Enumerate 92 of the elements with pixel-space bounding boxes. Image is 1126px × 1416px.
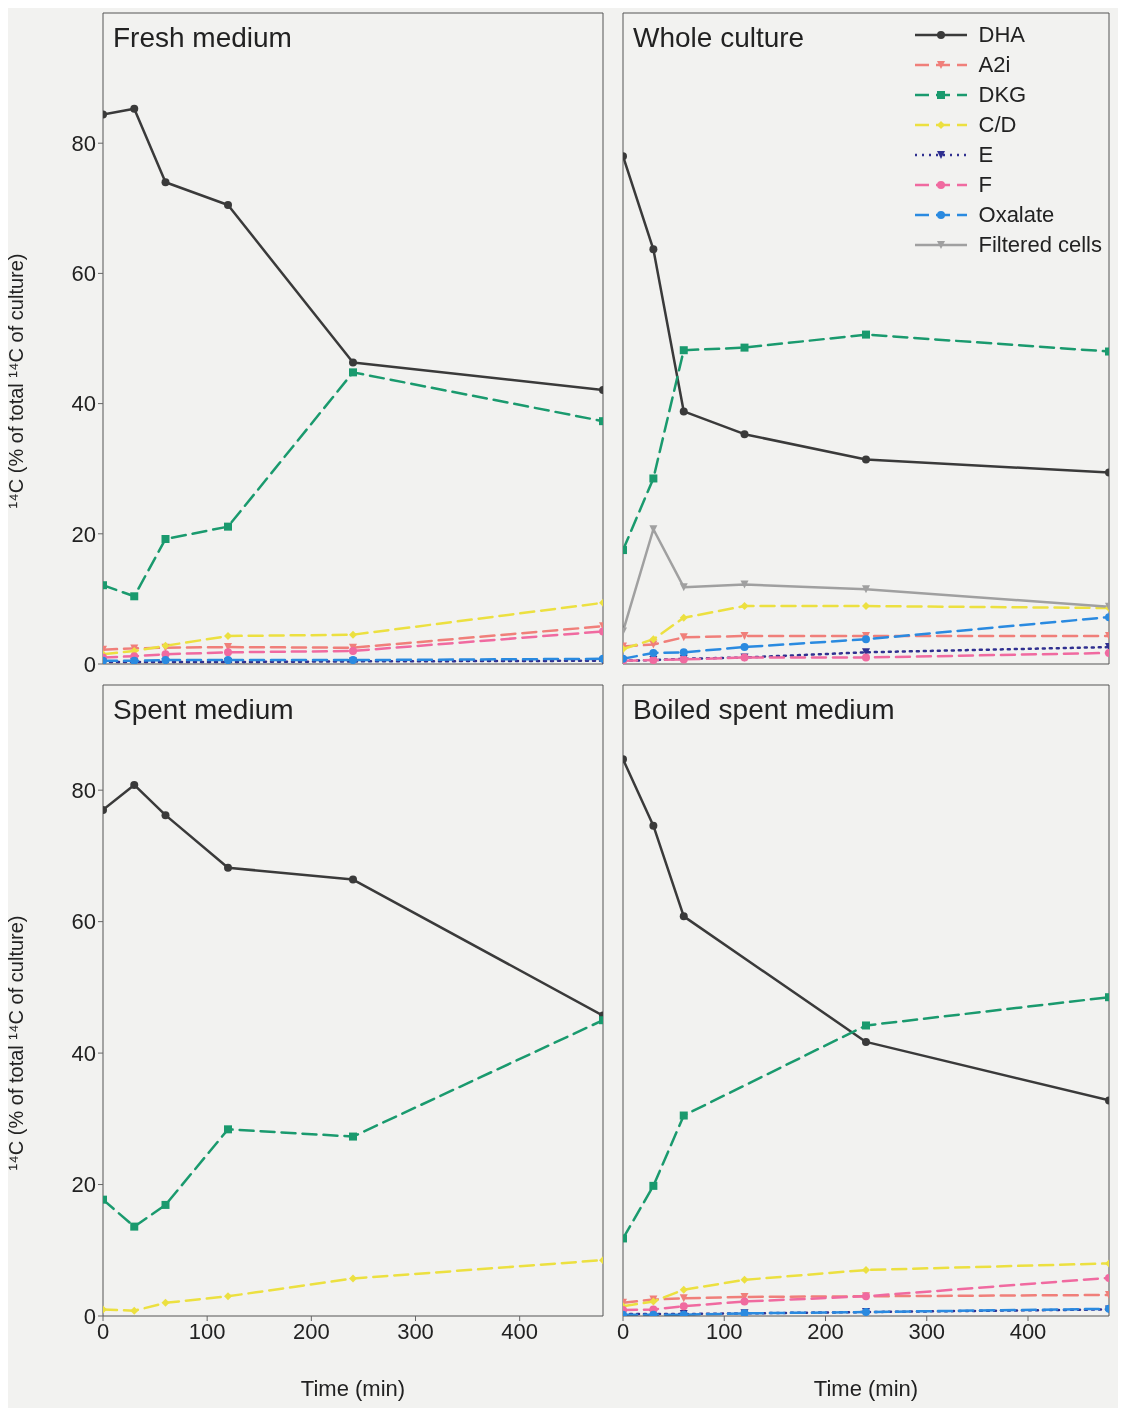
legend-label: A2i [978, 51, 1011, 79]
point [740, 580, 749, 589]
point [224, 201, 232, 210]
point [679, 648, 688, 657]
point [224, 522, 232, 531]
point [740, 643, 749, 652]
point [649, 525, 658, 534]
chart-title: Boiled spent medium [633, 694, 895, 726]
y-tick-label: 60 [71, 909, 96, 935]
point [862, 455, 870, 464]
point [161, 1200, 170, 1209]
point [349, 1132, 357, 1141]
point [679, 583, 688, 592]
point [862, 585, 870, 594]
legend-label: Filtered cells [978, 231, 1102, 259]
point [862, 1265, 870, 1274]
x-tick-label: 100 [188, 1318, 226, 1344]
x-tick-label: 200 [807, 1318, 844, 1344]
point [130, 592, 139, 601]
point [349, 630, 357, 639]
y-tick-label: 40 [71, 1040, 96, 1066]
point [161, 178, 170, 187]
x-tick-label: 300 [397, 1318, 434, 1344]
point [349, 368, 357, 377]
y-axis-title: ¹⁴C (% of total ¹⁴C of culture) [5, 915, 28, 1171]
point [679, 1302, 688, 1311]
point [679, 613, 688, 622]
point [161, 535, 170, 544]
point [740, 430, 749, 439]
point [740, 343, 749, 352]
point [649, 474, 658, 483]
point [349, 358, 357, 367]
point [679, 346, 688, 355]
legend-label: DHA [978, 21, 1025, 49]
point [862, 330, 870, 339]
point [649, 1181, 658, 1190]
point [679, 633, 688, 642]
y-tick-label: 20 [71, 521, 96, 547]
point [679, 1294, 688, 1303]
point [740, 1297, 749, 1306]
point [130, 1222, 139, 1231]
y-tick-label: 0 [83, 651, 96, 677]
chart-title: Whole culture [633, 22, 805, 54]
point [679, 1285, 688, 1294]
point [349, 875, 357, 884]
point [862, 653, 870, 662]
legend-label: C/D [978, 111, 1017, 139]
x-tick-label: 0 [616, 1318, 630, 1344]
y-tick-label: 40 [71, 391, 96, 417]
point [224, 1292, 232, 1301]
y-tick-label: 60 [71, 261, 96, 287]
point [224, 632, 232, 641]
point [161, 811, 170, 820]
point [649, 635, 658, 644]
point [224, 648, 232, 657]
x-tick-label: 400 [1009, 1318, 1047, 1344]
x-tick-label: 400 [501, 1318, 539, 1344]
y-tick-label: 80 [71, 131, 96, 157]
point [679, 1111, 688, 1120]
y-tick-label: 20 [71, 1172, 96, 1198]
point [649, 648, 658, 657]
point [130, 104, 139, 113]
point [740, 1275, 749, 1284]
x-axis-title: Time (min) [300, 1376, 406, 1401]
point [349, 1274, 357, 1283]
legend-label: F [978, 171, 992, 199]
point [862, 602, 870, 611]
point [130, 1306, 139, 1315]
chart-title: Fresh medium [113, 22, 292, 54]
legend-label: Oxalate [978, 201, 1055, 229]
point [130, 780, 139, 789]
point [224, 863, 232, 872]
y-axis-title: ¹⁴C (% of total ¹⁴C of culture) [5, 253, 28, 509]
chart-title: Spent medium [113, 694, 294, 726]
point [679, 912, 688, 921]
point [862, 1021, 870, 1030]
x-axis-title: Time (min) [813, 1376, 919, 1401]
point [649, 245, 658, 254]
legend-label: E [978, 141, 994, 169]
point [862, 1037, 870, 1046]
point [740, 602, 749, 611]
x-tick-label: 300 [908, 1318, 946, 1344]
y-tick-label: 80 [71, 777, 96, 803]
legend-label: DKG [978, 81, 1027, 109]
point [649, 821, 658, 830]
point [224, 1125, 232, 1134]
point [740, 632, 749, 641]
point [679, 407, 688, 416]
x-tick-label: 100 [705, 1318, 743, 1344]
x-tick-label: 200 [292, 1318, 330, 1344]
point [161, 1298, 170, 1307]
point [862, 635, 870, 644]
